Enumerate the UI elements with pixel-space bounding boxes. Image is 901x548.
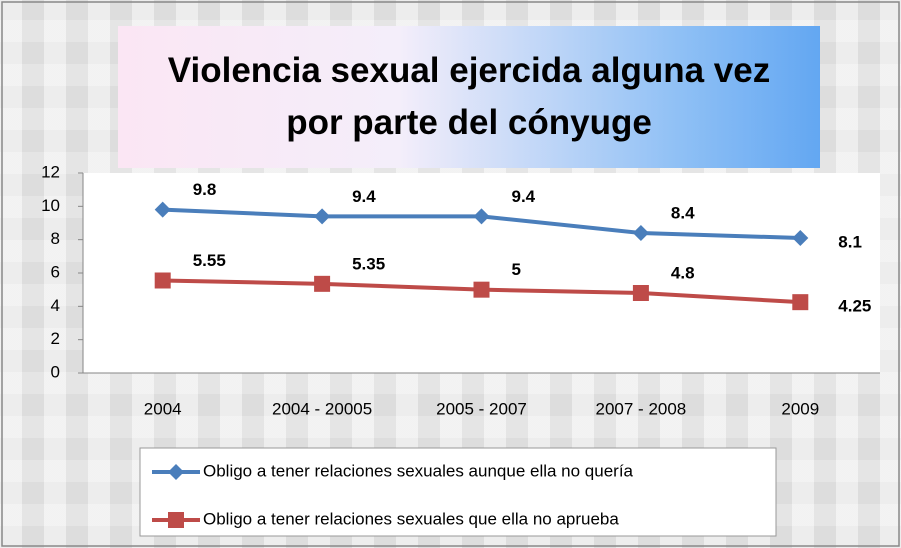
legend-label: Obligo a tener relaciones sexuales que e… bbox=[203, 509, 619, 528]
marker bbox=[168, 512, 184, 528]
data-label: 9.4 bbox=[512, 187, 536, 206]
legend-box bbox=[139, 447, 777, 537]
marker bbox=[632, 225, 649, 241]
data-label: 9.4 bbox=[352, 187, 376, 206]
marker bbox=[154, 272, 171, 289]
x-tick-label: 2004 - 20005 bbox=[272, 399, 372, 418]
data-label: 5 bbox=[512, 260, 521, 279]
x-tick-label: 2009 bbox=[781, 399, 819, 418]
data-label: 4.8 bbox=[671, 263, 695, 282]
y-tick-label: 4 bbox=[51, 296, 60, 315]
marker bbox=[473, 281, 490, 298]
x-tick-label: 2004 bbox=[144, 399, 182, 418]
marker bbox=[792, 230, 809, 246]
y-tick-label: 2 bbox=[51, 329, 60, 348]
y-tick-label: 8 bbox=[51, 229, 60, 248]
chart-title: Violencia sexual ejercida alguna vez por… bbox=[118, 26, 820, 168]
data-label: 5.35 bbox=[352, 254, 385, 273]
marker bbox=[168, 464, 184, 480]
data-label: 8.4 bbox=[671, 203, 695, 222]
x-tick-label: 2007 - 2008 bbox=[596, 399, 687, 418]
marker bbox=[473, 208, 490, 225]
y-tick-label: 0 bbox=[51, 362, 60, 381]
marker bbox=[314, 275, 331, 292]
x-tick-label: 2005 - 2007 bbox=[436, 399, 527, 418]
legend-label: Obligo a tener relaciones sexuales aunqu… bbox=[203, 461, 634, 480]
marker bbox=[314, 208, 331, 225]
plot-area bbox=[83, 173, 880, 373]
data-label: 8.1 bbox=[838, 232, 862, 251]
y-tick-label: 12 bbox=[41, 162, 60, 181]
y-tick-label: 10 bbox=[41, 196, 60, 215]
data-label: 5.55 bbox=[193, 251, 226, 270]
marker bbox=[154, 201, 171, 218]
data-label: 9.8 bbox=[193, 180, 217, 199]
data-label: 4.25 bbox=[838, 297, 871, 316]
y-tick-label: 6 bbox=[51, 262, 60, 281]
marker bbox=[792, 294, 809, 311]
marker bbox=[632, 285, 649, 301]
